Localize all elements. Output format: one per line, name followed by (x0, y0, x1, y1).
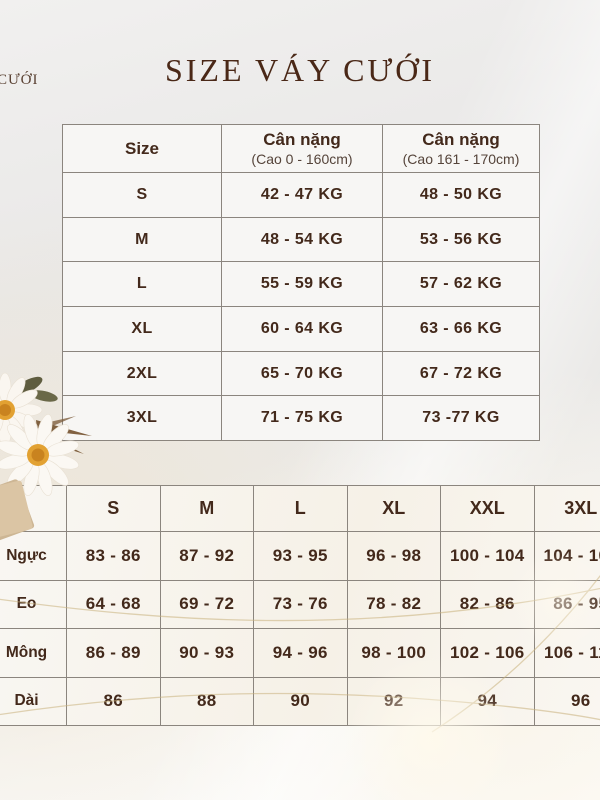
table-cell: 64 - 68 (66, 579, 161, 629)
weight-table-row: L 55 - 59 KG 57 - 62 KG (62, 261, 540, 308)
table-cell: 102 - 106 (440, 628, 535, 678)
table-cell: 98 - 100 (346, 628, 441, 678)
size-header: L (253, 485, 348, 532)
table-cell: 73 -77 KG (382, 395, 540, 442)
table-cell: XL (62, 306, 222, 352)
table-cell: 55 - 59 KG (221, 261, 383, 308)
weight-table: Size Cân nặng (Cao 0 - 160cm) Cân nặng (… (62, 124, 540, 442)
page-title: SIZE VÁY CƯỚI (164, 52, 436, 88)
weight2-subtitle: (Cao 161 - 170cm) (402, 151, 520, 167)
weight2-title: Cân nặng (422, 130, 500, 149)
table-cell: 71 - 75 KG (221, 395, 383, 442)
table-cell: 2XL (62, 350, 222, 397)
table-cell: 82 - 86 (440, 579, 535, 629)
table-cell: 83 - 86 (66, 531, 161, 581)
table-cell: 87 - 92 (159, 531, 254, 581)
table-cell: 48 - 54 KG (221, 216, 383, 263)
row-label: Eo (0, 579, 67, 629)
corner-cell (0, 485, 67, 532)
size-header: M (159, 485, 254, 532)
row-label: Mông (0, 628, 67, 678)
row-label: Dài (0, 676, 67, 726)
measurement-table-header-row: S M L XL XXL 3XL (0, 485, 600, 532)
daisy-flower-icon (0, 372, 43, 448)
weight-table-row: XL 60 - 64 KG 63 - 66 KG (62, 306, 540, 352)
table-cell: M (62, 216, 222, 263)
table-cell: 63 - 66 KG (382, 306, 540, 352)
table-cell: 106 - 110 (533, 628, 600, 678)
weight-table-header-row: Size Cân nặng (Cao 0 - 160cm) Cân nặng (… (62, 124, 540, 173)
table-cell: S (62, 172, 222, 218)
table-cell: 88 (159, 676, 254, 726)
size-column-header: Size (62, 124, 222, 173)
weight-table-row: M 48 - 54 KG 53 - 56 KG (62, 216, 540, 263)
table-cell: 93 - 95 (253, 531, 348, 581)
size-header: XL (346, 485, 441, 532)
brand-text-fragment: CƯỚI (0, 72, 39, 88)
table-cell: 92 (346, 676, 441, 726)
olive-leaf-icon (13, 376, 58, 402)
measurement-table-row: Dài 86 88 90 92 94 96 (0, 676, 600, 726)
measurement-table-row: Ngực 83 - 86 87 - 92 93 - 95 96 - 98 100… (0, 531, 600, 581)
table-cell: 42 - 47 KG (221, 172, 383, 218)
table-cell: 48 - 50 KG (382, 172, 540, 218)
table-cell: 94 - 96 (253, 628, 348, 678)
measurement-table-row: Eo 64 - 68 69 - 72 73 - 76 78 - 82 82 - … (0, 579, 600, 629)
table-cell: 104 - 108 (533, 531, 600, 581)
table-cell: 90 (253, 676, 348, 726)
size-header: S (66, 485, 161, 532)
table-cell: 67 - 72 KG (382, 350, 540, 397)
weight-table-row: 3XL 71 - 75 KG 73 -77 KG (62, 395, 540, 442)
weight-table-row: 2XL 65 - 70 KG 67 - 72 KG (62, 350, 540, 397)
row-label: Ngực (0, 531, 67, 581)
measurement-table-row: Mông 86 - 89 90 - 93 94 - 96 98 - 100 10… (0, 628, 600, 678)
weight1-title: Cân nặng (263, 130, 341, 149)
table-cell: 78 - 82 (346, 579, 441, 629)
weight1-column-header: Cân nặng (Cao 0 - 160cm) (221, 124, 383, 173)
table-cell: 86 (66, 676, 161, 726)
table-cell: 100 - 104 (440, 531, 535, 581)
weight1-subtitle: (Cao 0 - 160cm) (251, 151, 353, 167)
table-cell: 94 (440, 676, 535, 726)
weight-table-row: S 42 - 47 KG 48 - 50 KG (62, 172, 540, 218)
table-cell: 65 - 70 KG (221, 350, 383, 397)
table-cell: 90 - 93 (159, 628, 254, 678)
measurement-table: S M L XL XXL 3XL Ngực 83 - 86 87 - 92 93… (0, 485, 600, 726)
table-cell: 86 - 95 (533, 579, 600, 629)
table-cell: 73 - 76 (253, 579, 348, 629)
table-cell: 69 - 72 (159, 579, 254, 629)
table-cell: 86 - 89 (66, 628, 161, 678)
table-cell: 57 - 62 KG (382, 261, 540, 308)
table-cell: 96 - 98 (346, 531, 441, 581)
table-cell: 3XL (62, 395, 222, 442)
table-cell: 60 - 64 KG (221, 306, 383, 352)
table-cell: L (62, 261, 222, 308)
table-cell: 96 (533, 676, 600, 726)
weight2-column-header: Cân nặng (Cao 161 - 170cm) (382, 124, 540, 173)
size-header: 3XL (533, 485, 600, 532)
table-cell: 53 - 56 KG (382, 216, 540, 263)
size-header: XXL (440, 485, 535, 532)
